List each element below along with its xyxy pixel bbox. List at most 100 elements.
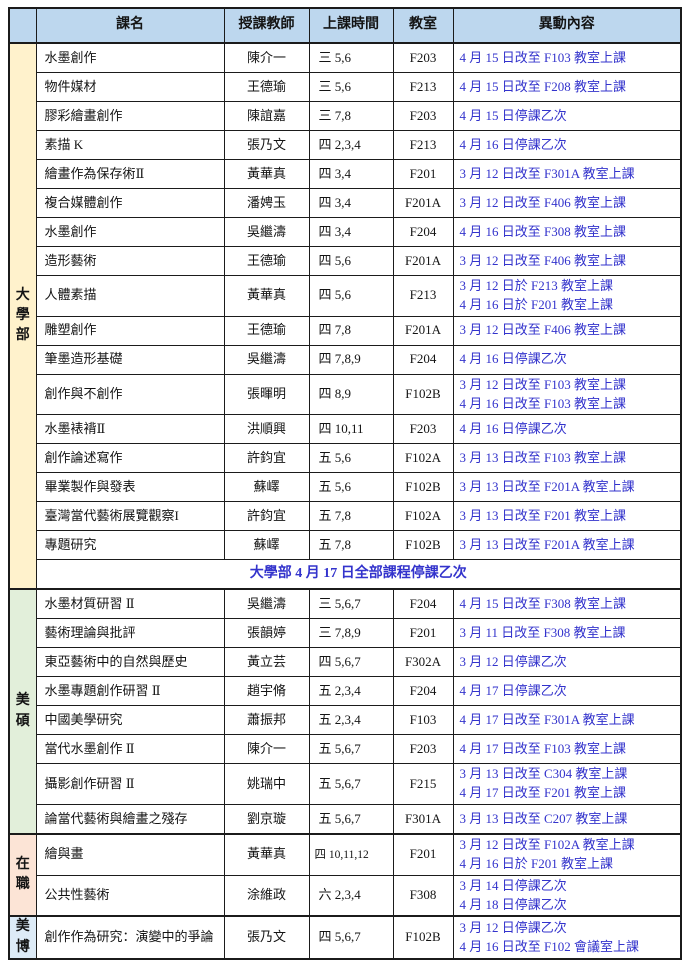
change-line: 4 月 18 日停課乙次 <box>459 896 567 912</box>
change-line: 4 月 16 日於 F201 教室上課 <box>459 855 613 871</box>
table-row: 中國美學研究 蕭振邦五 2,3,4 F103 4 月 17 日改至 F301A 教室上… <box>9 705 682 736</box>
course-cell: 素描 K <box>35 130 225 160</box>
header-course: 課名 <box>35 7 225 44</box>
time-cell: 四 2,3,4 <box>308 130 394 160</box>
change-line: 3 月 13 日改至 F201 教室上課 <box>459 507 626 523</box>
room-cell: F204 <box>392 588 454 620</box>
course-cell: 繪與畫 <box>35 833 225 876</box>
table-row: 美博 創作作為研究：演變中的爭論 張乃文四 5,6,7 F102B 3 月 12 日停課… <box>8 915 682 960</box>
room-cell: F213 <box>392 275 454 317</box>
change-line: 4 月 17 日改至 F201 教室上課 <box>459 785 626 801</box>
time-cell: 三 5,6 <box>308 72 394 102</box>
course-change-schedule-table: 課名 授課教師 上課時間 教室 異動內容 大學部 水墨創作 陳介一三 5,6 F203… <box>8 7 682 961</box>
time-cell: 四 3,4 <box>308 217 394 247</box>
teacher-cell: 姚瑞中 <box>223 763 310 806</box>
room-cell: F201A <box>392 188 454 218</box>
changes-cell: 3 月 12 日改至 F406 教室上課 <box>452 246 682 276</box>
course-cell: 論當代藝術與繪畫之殘存 <box>35 804 225 835</box>
changes-cell: 3 月 12 日停課乙次 <box>452 647 682 678</box>
change-line: 3 月 13 日改至 C304 教室上課 <box>459 766 628 782</box>
time-cell: 五 7,8 <box>308 530 394 561</box>
time-cell: 三 5,6,7 <box>308 588 394 620</box>
time-cell: 五 2,3,4 <box>308 705 394 736</box>
room-cell: F213 <box>392 72 454 102</box>
room-cell: F204 <box>392 217 454 247</box>
time-cell: 四 8,9 <box>308 373 394 416</box>
changes-cell: 4 月 16 日停課乙次 <box>452 344 682 375</box>
teacher-cell: 黃華真 <box>223 275 310 317</box>
time-cell: 五 2,3,4 <box>308 676 394 707</box>
section-label-cell: 大學部 <box>8 41 37 590</box>
teacher-cell: 陳誼嘉 <box>223 101 310 131</box>
course-cell: 水墨創作 <box>35 217 225 247</box>
changes-cell: 3 月 13 日改至 F103 教室上課 <box>452 443 682 474</box>
section-label: 美博 <box>15 919 30 955</box>
course-cell: 公共性藝術 <box>35 874 225 917</box>
change-line: 4 月 17 日改至 F301A 教室上課 <box>459 711 635 727</box>
course-cell: 造形藝術 <box>35 246 225 276</box>
course-cell: 創作與不創作 <box>35 373 225 416</box>
change-line: 4 月 16 日改至 F308 教室上課 <box>459 223 626 239</box>
time-cell: 三 7,8 <box>308 101 394 131</box>
time-cell: 五 5,6,7 <box>308 804 394 835</box>
room-cell: F102A <box>392 443 454 474</box>
time-cell: 四 10,11,12 <box>308 833 394 876</box>
changes-cell: 3 月 12 日改至 F406 教室上課 <box>452 315 682 346</box>
change-line: 3 月 12 日改至 F103 教室上課 <box>459 376 626 392</box>
section-label-cell: 美碩 <box>8 588 37 835</box>
time-cell: 三 7,8,9 <box>308 618 394 649</box>
change-line: 4 月 15 日改至 F103 教室上課 <box>459 49 626 65</box>
changes-cell: 3 月 13 日改至 C304 教室上課 4 月 17 日改至 F201 教室上課 <box>452 763 682 806</box>
course-cell: 筆墨造形基礎 <box>35 344 225 375</box>
course-cell: 繪畫作為保存術Ⅱ <box>35 159 225 189</box>
room-cell: F103 <box>392 705 454 736</box>
time-cell: 五 7,8 <box>308 501 394 532</box>
teacher-cell: 蘇嶧 <box>223 530 310 561</box>
course-cell: 人體素描 <box>35 275 225 317</box>
change-line: 4 月 16 日停課乙次 <box>459 351 567 367</box>
header-room: 教室 <box>392 7 454 44</box>
changes-cell: 3 月 12 日改至 F102A 教室上課 4 月 16 日於 F201 教室上課 <box>452 833 682 876</box>
room-cell: F203 <box>392 101 454 131</box>
teacher-cell: 張乃文 <box>223 130 310 160</box>
course-cell: 物件媒材 <box>35 72 225 102</box>
change-line: 4 月 15 日改至 F208 教室上課 <box>459 78 626 94</box>
room-cell: F201 <box>392 833 454 876</box>
time-cell: 四 5,6 <box>308 275 394 317</box>
table-row: 論當代藝術與繪畫之殘存 劉京璇五 5,6,7 F301A 3 月 13 日改至 C20… <box>9 804 682 835</box>
change-line: 4 月 16 日改至 F103 教室上課 <box>459 395 626 411</box>
table-row: 素描 K 張乃文四 2,3,4 F213 4 月 16 日停課乙次 <box>9 130 682 160</box>
room-cell: F204 <box>392 676 454 707</box>
changes-cell: 4 月 16 日停課乙次 <box>452 130 682 160</box>
table-row: 藝術理論與批評 張韻婷三 7,8,9 F201 3 月 11 日改至 F308 教室上… <box>9 618 682 649</box>
change-line: 4 月 16 日改至 F102 會議室上課 <box>459 938 639 954</box>
room-cell: F203 <box>392 734 454 765</box>
changes-cell: 4 月 15 日改至 F208 教室上課 <box>452 72 682 102</box>
course-cell: 臺灣當代藝術展覽觀察I <box>35 501 225 532</box>
room-cell: F204 <box>392 344 454 375</box>
room-cell: F102A <box>392 501 454 532</box>
section-label-cell: 美博 <box>8 915 37 960</box>
time-cell: 四 5,6 <box>308 246 394 276</box>
room-cell: F102B <box>392 915 454 960</box>
room-cell: F308 <box>392 874 454 917</box>
table-row: 人體素描 黃華真四 5,6 F213 3 月 12 日於 F213 教室上課 4 月 1… <box>9 275 682 317</box>
change-line: 4 月 16 日停課乙次 <box>459 420 567 436</box>
table-row: 複合媒體創作 潘娉玉四 3,4 F201A 3 月 12 日改至 F406 教室上課 <box>9 188 682 218</box>
time-cell: 三 5,6 <box>308 42 394 73</box>
table-row: 東亞藝術中的自然與歷史 黃立芸四 5,6,7 F302A 3 月 12 日停課乙次 <box>9 647 682 678</box>
changes-cell: 3 月 12 日改至 F301A 教室上課 <box>452 159 682 189</box>
change-line: 4 月 15 日停課乙次 <box>459 107 567 123</box>
table-row: 攝影創作研習 Ⅱ 姚瑞中五 5,6,7 F215 3 月 13 日改至 C304 教室… <box>9 763 682 806</box>
changes-cell: 4 月 15 日改至 F308 教室上課 <box>452 588 682 620</box>
time-cell: 六 2,3,4 <box>308 874 394 917</box>
change-line: 3 月 12 日改至 F102A 教室上課 <box>459 837 635 853</box>
teacher-cell: 黃華真 <box>223 833 310 876</box>
table-row: 膠彩繪畫創作 陳誼嘉三 7,8 F203 4 月 15 日停課乙次 <box>9 101 682 131</box>
changes-cell: 4 月 17 日停課乙次 <box>452 676 682 707</box>
change-line: 4 月 16 日停課乙次 <box>459 136 567 152</box>
section-note-row: 大學部 4 月 17 日全部課程停課乙次 <box>9 559 682 590</box>
header-teacher: 授課教師 <box>223 7 310 44</box>
teacher-cell: 潘娉玉 <box>223 188 310 218</box>
teacher-cell: 陳介一 <box>223 734 310 765</box>
